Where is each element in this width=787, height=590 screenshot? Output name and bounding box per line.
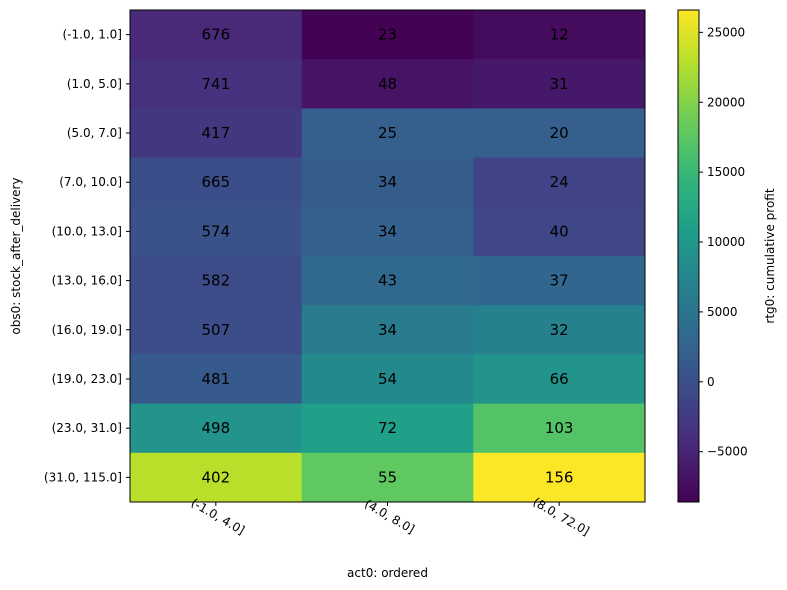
x-axis-label: act0: ordered bbox=[347, 566, 428, 580]
y-tick-label: (-1.0, 1.0] bbox=[63, 28, 123, 42]
heatmap-cell bbox=[301, 452, 474, 503]
colorbar-ticks: −5000 0 5000 10000 15000 20000 25000 bbox=[699, 25, 748, 459]
heatmap-cell bbox=[473, 59, 646, 109]
colorbar-tick-label: 25000 bbox=[707, 25, 745, 39]
cell-value-label: 34 bbox=[378, 173, 397, 191]
heatmap-cell bbox=[301, 157, 474, 208]
y-tick-label: (19.0, 23.0] bbox=[52, 372, 122, 386]
cell-value-label: 12 bbox=[550, 26, 569, 44]
colorbar-tick-label: 10000 bbox=[707, 235, 745, 249]
cell-value-label: 34 bbox=[378, 222, 397, 240]
colorbar-tick-label: −5000 bbox=[707, 445, 748, 459]
cell-value-label: 20 bbox=[550, 124, 569, 142]
y-tick-label: (13.0, 16.0] bbox=[52, 274, 122, 288]
y-tick-label: (1.0, 5.0] bbox=[67, 77, 122, 91]
colorbar-tick-label: 15000 bbox=[707, 165, 745, 179]
heatmap-cells bbox=[130, 10, 646, 503]
heatmap-cell bbox=[130, 354, 303, 405]
heatmap-cell bbox=[130, 59, 303, 109]
heatmap-cell bbox=[130, 256, 303, 306]
heatmap-cell bbox=[473, 108, 646, 159]
cell-value-label: 665 bbox=[202, 173, 231, 191]
heatmap-cell bbox=[301, 305, 474, 355]
cell-value-label: 507 bbox=[202, 321, 231, 339]
cell-value-label: 498 bbox=[202, 419, 231, 437]
cell-value-label: 402 bbox=[202, 468, 231, 486]
cell-value-label: 43 bbox=[378, 272, 397, 290]
heatmap-cell bbox=[473, 305, 646, 355]
cell-value-label: 48 bbox=[378, 75, 397, 93]
heatmap-cell bbox=[301, 403, 474, 454]
y-tick-label: (5.0, 7.0] bbox=[67, 126, 122, 140]
heatmap-cell bbox=[473, 354, 646, 405]
y-tick-label: (23.0, 31.0] bbox=[52, 421, 122, 435]
colorbar-tick-label: 5000 bbox=[707, 305, 738, 319]
cell-value-label: 32 bbox=[550, 321, 569, 339]
heatmap-cell bbox=[473, 206, 646, 257]
colorbar-tick-label: 0 bbox=[707, 375, 715, 389]
y-tick-label: (7.0, 10.0] bbox=[59, 175, 122, 189]
heatmap-cell bbox=[130, 206, 303, 257]
heatmap-cell bbox=[473, 452, 646, 503]
cell-value-label: 574 bbox=[202, 222, 231, 240]
heatmap-cell bbox=[473, 403, 646, 454]
cell-value-label: 156 bbox=[545, 468, 574, 486]
heatmap-cell bbox=[130, 452, 303, 503]
cell-value-label: 741 bbox=[202, 75, 231, 93]
cell-value-label: 23 bbox=[378, 26, 397, 44]
cell-value-label: 24 bbox=[550, 173, 569, 191]
heatmap-cell bbox=[301, 108, 474, 159]
x-tick-label: (4.0, 8.0] bbox=[362, 497, 417, 537]
heatmap-cell bbox=[130, 403, 303, 454]
cell-value-label: 676 bbox=[202, 26, 231, 44]
cell-value-label: 40 bbox=[550, 222, 569, 240]
cell-value-label: 103 bbox=[545, 419, 574, 437]
heatmap-cell bbox=[301, 256, 474, 306]
cell-value-label: 37 bbox=[550, 272, 569, 290]
colorbar bbox=[677, 9, 700, 503]
heatmap-cell bbox=[473, 157, 646, 208]
cell-value-label: 66 bbox=[550, 370, 569, 388]
cell-value-label: 55 bbox=[378, 468, 397, 486]
heatmap-cell bbox=[301, 354, 474, 405]
heatmap-cell bbox=[130, 10, 303, 60]
cell-value-label: 582 bbox=[202, 272, 231, 290]
heatmap-cell bbox=[130, 157, 303, 208]
cell-value-label: 481 bbox=[202, 370, 231, 388]
cell-value-label: 54 bbox=[378, 370, 397, 388]
heatmap-cell bbox=[301, 10, 474, 60]
heatmap-cell bbox=[301, 206, 474, 257]
cell-value-labels: 676 23 12 741 48 31 417 25 20 665 34 24 574 34 40 582 43… bbox=[202, 26, 574, 487]
y-axis: (-1.0, 1.0] (1.0, 5.0] (5.0, 7.0] (7.0, 10.… bbox=[44, 28, 130, 484]
y-tick-label: (10.0, 13.0] bbox=[52, 224, 122, 238]
heatmap-cell bbox=[130, 305, 303, 355]
cell-value-label: 34 bbox=[378, 321, 397, 339]
heatmap-cell bbox=[301, 59, 474, 109]
heatmap-cell bbox=[473, 10, 646, 60]
heatmap-cell bbox=[473, 256, 646, 306]
cell-value-label: 25 bbox=[378, 124, 397, 142]
y-tick-label: (31.0, 115.0] bbox=[44, 470, 122, 484]
colorbar-label: rtg0: cumulative profit bbox=[763, 188, 777, 323]
y-tick-label: (16.0, 19.0] bbox=[52, 323, 122, 337]
heatmap-cell bbox=[130, 108, 303, 159]
cell-value-label: 72 bbox=[378, 419, 397, 437]
cell-value-label: 31 bbox=[550, 75, 569, 93]
colorbar-tick-label: 20000 bbox=[707, 95, 745, 109]
cell-value-label: 417 bbox=[202, 124, 231, 142]
y-axis-label: obs0: stock_after_delivery bbox=[9, 177, 23, 334]
